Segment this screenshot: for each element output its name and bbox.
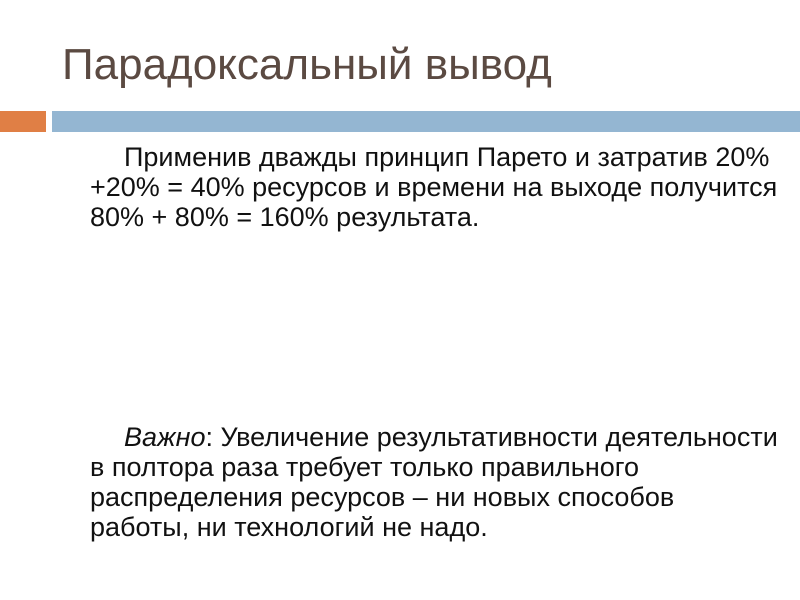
paragraph-pareto: Применив дважды принцип Парето и затрати… xyxy=(90,142,780,232)
paragraph-important: Важно: Увеличение результативности деяте… xyxy=(90,422,780,542)
paragraph-pareto-text: Применив дважды принцип Парето и затрати… xyxy=(90,142,778,232)
slide-title: Парадоксальный вывод xyxy=(62,40,552,89)
accent-bar xyxy=(0,111,46,132)
important-label: Важно xyxy=(124,422,206,452)
title-underline-bar xyxy=(52,111,800,132)
paragraph-important-text: : Увеличение результативности деятельнос… xyxy=(90,422,778,542)
